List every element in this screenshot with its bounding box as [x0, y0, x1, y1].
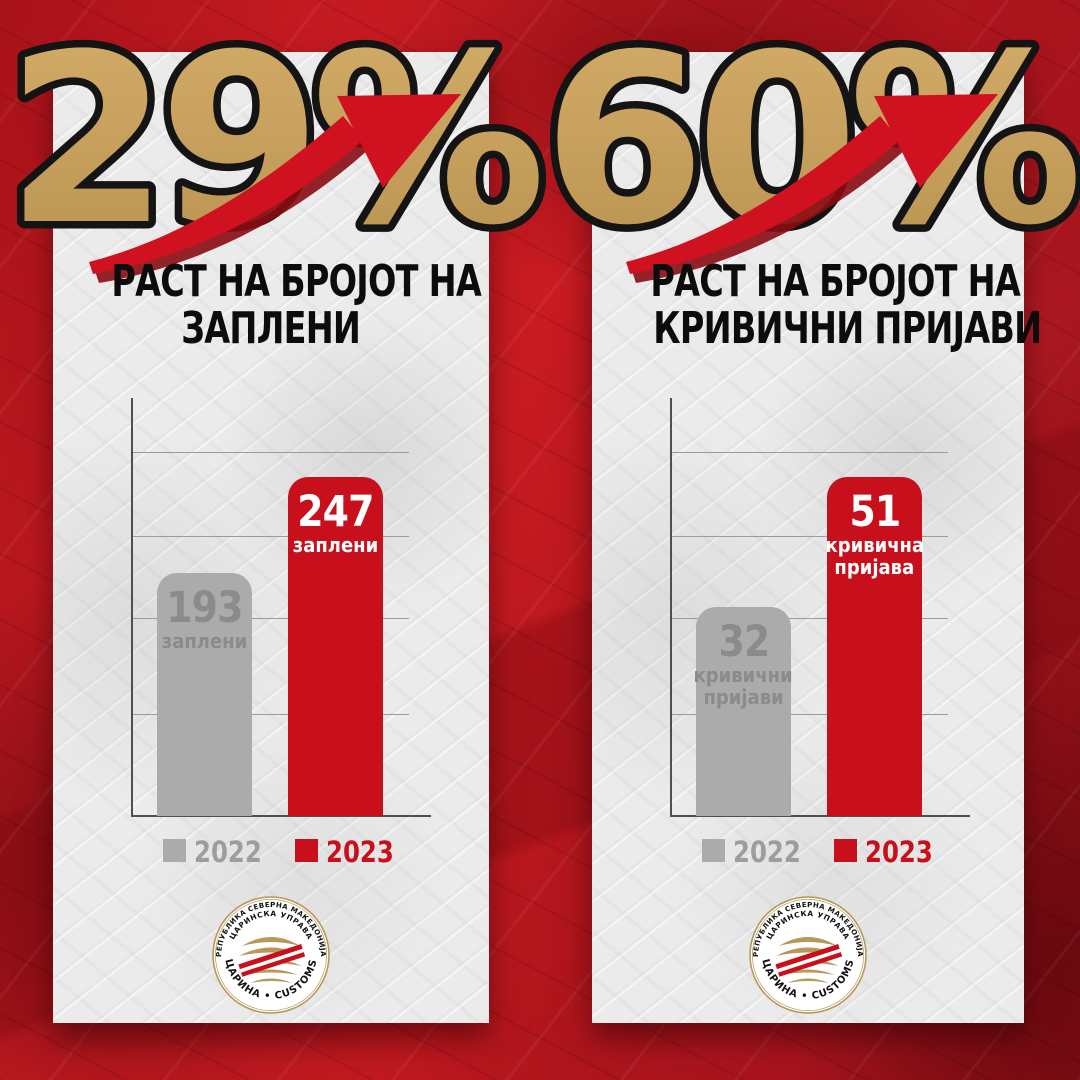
bar-2022: 32 кривични пријави [693, 607, 794, 816]
panel-criminal-charges: 60% РАСТ НА БРОЈОТ НА КРИВИЧНИ ПРИЈАВИ 3… [535, 0, 1080, 1023]
y-axis [131, 398, 133, 816]
legend-label-2022: 2022 [194, 835, 262, 869]
panel-title: РАСТ НА БРОЈОТ НА КРИВИЧНИ ПРИЈАВИ [592, 256, 1042, 352]
y-axis [670, 398, 672, 816]
logo-globe-emblem [238, 937, 306, 983]
bar-unit: пријави [703, 685, 784, 709]
legend-swatch-2023 [834, 839, 857, 862]
legend-label-2022: 2022 [733, 835, 801, 869]
legend-swatch-2022 [163, 839, 186, 862]
bar-chart-seizures: 193 заплени 247 заплени 2022 2023 [53, 52, 489, 1023]
x-axis [670, 815, 970, 817]
title-line: КРИВИЧНИ ПРИЈАВИ [653, 303, 1042, 354]
title-line: ЗАПЛЕНИ [181, 303, 362, 354]
bar-value: 51 [849, 487, 901, 537]
bar-2023: 51 кривична пријава [825, 477, 924, 816]
legend-swatch-2022 [702, 839, 725, 862]
gridline [132, 536, 409, 537]
customs-logo: РЕПУБЛИКА СЕВЕРНА МАКЕДОНИЈА ЦАРИНСКА УП… [212, 896, 330, 1014]
bar-unit: кривична [825, 533, 924, 557]
gridline [671, 452, 948, 453]
bar-2023: 247 заплени [288, 477, 383, 816]
bar-unit: кривични [693, 663, 794, 687]
bar-value: 247 [297, 487, 374, 537]
gridline [671, 618, 948, 619]
gridline [132, 714, 409, 715]
gridline [132, 618, 409, 619]
customs-logo: РЕПУБЛИКА СЕВЕРНА МАКЕДОНИЈА ЦАРИНСКА УП… [749, 896, 867, 1014]
legend-label-2023: 2023 [326, 835, 394, 869]
gridline [671, 714, 948, 715]
gridline [132, 452, 409, 453]
legend-swatch-2023 [295, 839, 318, 862]
title-line: РАСТ НА БРОЈОТ НА [650, 256, 1020, 307]
panel-title: РАСТ НА БРОЈОТ НА ЗАПЛЕНИ [53, 258, 489, 352]
title-line: РАСТ НА БРОЈОТ НА [111, 256, 481, 307]
logo-globe-emblem [775, 937, 843, 983]
bar-unit: заплени [161, 629, 248, 653]
bar-value: 32 [718, 617, 770, 667]
bar-2022: 193 заплени [157, 573, 252, 816]
gridline [671, 536, 948, 537]
x-axis [131, 815, 431, 817]
bar-value: 193 [166, 583, 243, 633]
panel-seizures: 29% РАСТ НА БРОЈОТ НА ЗАПЛЕНИ 193 заплен… [0, 0, 557, 1023]
bar-chart-criminal-charges: 32 кривични пријави 51 кривична пријава … [592, 52, 1024, 1023]
legend-label-2023: 2023 [865, 835, 933, 869]
bar-unit: заплени [292, 533, 379, 557]
bar-unit: пријава [834, 555, 915, 579]
